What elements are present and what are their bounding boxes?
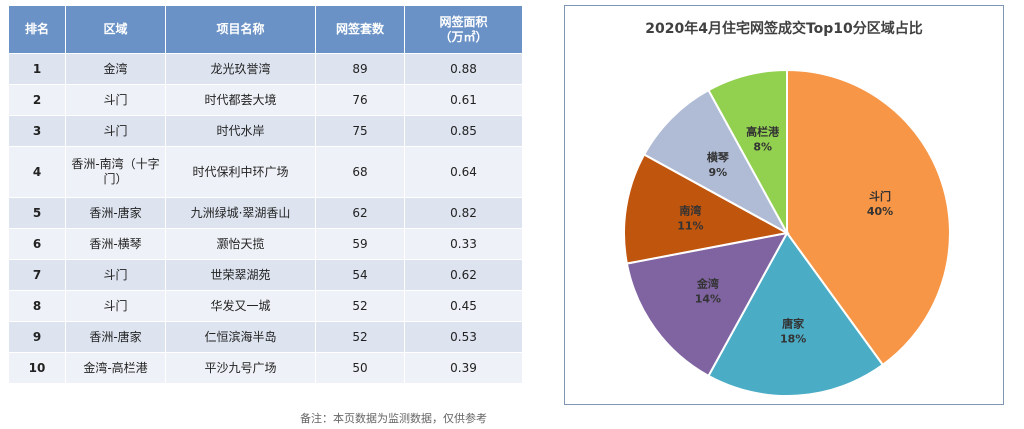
- cell-district: 斗门: [65, 115, 166, 147]
- cell-district: 斗门: [65, 84, 166, 116]
- cell-district: 斗门: [65, 290, 166, 322]
- ranking-table: 排名 区域 项目名称 网签套数 网签面积 （万㎡） 1 金湾 龙光玖誉湾 89 0.88…: [8, 5, 523, 384]
- cell-units: 75: [315, 115, 405, 147]
- slice-label: 南湾: [679, 204, 701, 218]
- cell-rank: 9: [8, 321, 66, 353]
- cell-rank: 8: [8, 290, 66, 322]
- cell-project: 时代保利中环广场: [165, 146, 316, 198]
- table-row: 3 斗门 时代水岸 75 0.85: [8, 115, 523, 147]
- slice-percent: 9%: [709, 166, 728, 179]
- cell-project: 世荣翠湖苑: [165, 259, 316, 291]
- cell-units: 62: [315, 197, 405, 229]
- chart-title: 2020年4月住宅网签成交Top10分区域占比: [645, 21, 923, 37]
- cell-units: 59: [315, 228, 405, 260]
- cell-project: 华发又一城: [165, 290, 316, 322]
- cell-district: 斗门: [65, 259, 166, 291]
- cell-units: 76: [315, 84, 405, 116]
- cell-area: 0.82: [404, 197, 523, 229]
- cell-rank: 2: [8, 84, 66, 116]
- cell-rank: 4: [8, 146, 66, 198]
- table-row: 5 香洲-唐家 九洲绿城·翠湖香山 62 0.82: [8, 197, 523, 229]
- slice-label: 高栏港: [746, 124, 780, 138]
- pie-slice: [642, 88, 790, 236]
- pie-slice: [707, 231, 885, 397]
- table-row: 9 香洲-唐家 仁恒滨海半岛 52 0.53: [8, 321, 523, 353]
- header-area: 网签面积 （万㎡）: [404, 5, 523, 54]
- cell-project: 九洲绿城·翠湖香山: [165, 197, 316, 229]
- cell-area: 0.39: [404, 352, 523, 384]
- cell-district: 香洲-横琴: [65, 228, 166, 260]
- header-rank: 排名: [8, 5, 66, 54]
- header-project: 项目名称: [165, 5, 316, 54]
- cell-project: 灏怡天揽: [165, 228, 316, 260]
- cell-rank: 3: [8, 115, 66, 147]
- table-row: 2 斗门 时代都荟大境 76 0.61: [8, 84, 523, 116]
- slice-percent: 14%: [695, 292, 721, 305]
- cell-area: 0.33: [404, 228, 523, 260]
- cell-units: 54: [315, 259, 405, 291]
- ranking-table-container: 排名 区域 项目名称 网签套数 网签面积 （万㎡） 1 金湾 龙光玖誉湾 89 0.88…: [8, 5, 523, 384]
- pie-slice: [786, 68, 951, 367]
- cell-area: 0.85: [404, 115, 523, 147]
- slice-label: 横琴: [707, 150, 729, 164]
- table-header-row: 排名 区域 项目名称 网签套数 网签面积 （万㎡）: [8, 5, 523, 54]
- cell-area: 0.53: [404, 321, 523, 353]
- cell-project: 时代水岸: [165, 115, 316, 147]
- cell-district: 金湾: [65, 53, 166, 85]
- cell-units: 89: [315, 53, 405, 85]
- cell-units: 50: [315, 352, 405, 384]
- cell-district: 香洲-唐家: [65, 321, 166, 353]
- cell-project: 平沙九号广场: [165, 352, 316, 384]
- cell-area: 0.64: [404, 146, 523, 198]
- slice-percent: 18%: [780, 333, 806, 346]
- table-row: 6 香洲-横琴 灏怡天揽 59 0.33: [8, 228, 523, 260]
- cell-area: 0.88: [404, 53, 523, 85]
- table-row: 10 金湾-高栏港 平沙九号广场 50 0.39: [8, 352, 523, 384]
- cell-district: 香洲-南湾（十字门）: [65, 146, 166, 198]
- cell-rank: 1: [8, 53, 66, 85]
- pie-chart: 斗门 40% 唐家 18% 金湾 14% 南湾 11% 横琴 9% 高栏港 8%: [623, 68, 951, 397]
- pie-slice: [625, 231, 789, 378]
- cell-rank: 7: [8, 259, 66, 291]
- pie-slice: [707, 68, 788, 234]
- cell-area: 0.62: [404, 259, 523, 291]
- slice-label: 唐家: [782, 317, 805, 331]
- cell-units: 52: [315, 290, 405, 322]
- footnote: 备注：本页数据为监测数据，仅供参考: [300, 412, 487, 425]
- pie-chart-panel: 2020年4月住宅网签成交Top10分区域占比 斗门 40% 唐家 18% 金湾 14% 南…: [564, 5, 1004, 405]
- table-row: 1 金湾 龙光玖誉湾 89 0.88: [8, 53, 523, 85]
- slice-percent: 8%: [753, 140, 772, 153]
- cell-units: 52: [315, 321, 405, 353]
- slice-percent: 40%: [867, 205, 893, 218]
- cell-district: 香洲-唐家: [65, 197, 166, 229]
- pie-slice: [623, 153, 790, 265]
- header-units: 网签套数: [315, 5, 405, 54]
- cell-area: 0.45: [404, 290, 523, 322]
- header-district: 区域: [65, 5, 166, 54]
- cell-project: 仁恒滨海半岛: [165, 321, 316, 353]
- cell-rank: 6: [8, 228, 66, 260]
- slice-label: 斗门: [869, 189, 891, 203]
- slice-label: 金湾: [696, 276, 719, 290]
- table-row: 7 斗门 世荣翠湖苑 54 0.62: [8, 259, 523, 291]
- cell-district: 金湾-高栏港: [65, 352, 166, 384]
- cell-units: 68: [315, 146, 405, 198]
- cell-area: 0.61: [404, 84, 523, 116]
- cell-project: 时代都荟大境: [165, 84, 316, 116]
- table-row: 8 斗门 华发又一城 52 0.45: [8, 290, 523, 322]
- cell-project: 龙光玖誉湾: [165, 53, 316, 85]
- slice-percent: 11%: [677, 220, 703, 233]
- table-row: 4 香洲-南湾（十字门） 时代保利中环广场 68 0.64: [8, 146, 523, 198]
- cell-rank: 10: [8, 352, 66, 384]
- cell-rank: 5: [8, 197, 66, 229]
